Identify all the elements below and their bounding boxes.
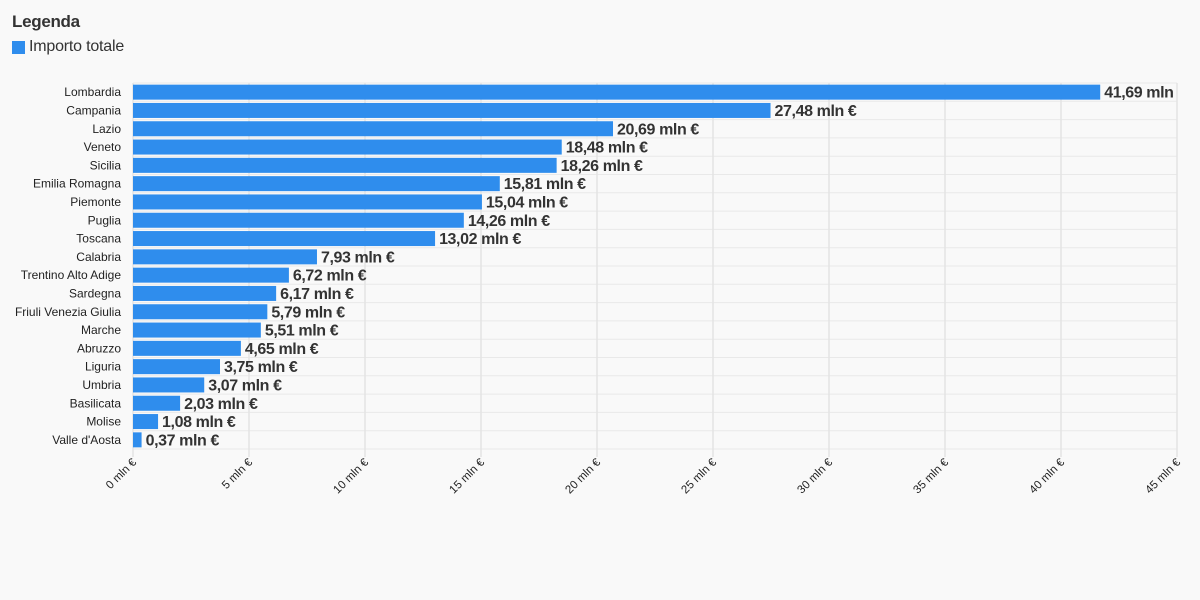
category-label: Toscana [76,232,121,246]
category-label: Abruzzo [77,341,121,355]
value-label: 15,81 mln € [504,176,586,193]
grid [132,82,1178,457]
category-label: Piemonte [70,195,121,209]
value-label: 3,07 mln € [208,377,282,394]
category-label: Calabria [76,250,121,264]
bar[interactable] [133,340,241,356]
x-tick-label: 25 mln € [679,456,719,496]
bar[interactable] [133,285,277,301]
bar[interactable] [133,157,557,173]
category-label: Friuli Venezia Giulia [15,305,121,319]
category-label: Veneto [84,140,122,154]
x-tick-label: 20 mln € [563,456,603,496]
value-label: 18,26 mln € [561,158,643,175]
category-label: Lombardia [64,85,121,99]
category-label: Molise [86,415,121,429]
bar[interactable] [133,194,482,210]
legend-swatch [12,40,25,54]
category-label: Lazio [92,122,121,136]
value-label: 3,75 mln € [224,359,298,376]
category-label: Sicilia [90,158,122,172]
legend: Legenda Importo totale [12,12,124,56]
x-tick-label: 30 mln € [795,456,835,496]
category-label: Sardegna [69,286,121,300]
value-label: 27,48 mln € [775,103,857,120]
value-label: 5,51 mln € [265,323,339,340]
bar[interactable] [133,139,562,155]
category-label: Umbria [82,378,121,392]
value-label: 13,02 mln € [439,231,521,248]
bar[interactable] [133,304,268,320]
x-tick-label: 5 mln € [220,456,256,492]
bar[interactable] [133,432,142,448]
bar[interactable] [133,395,181,411]
category-label: Trentino Alto Adige [21,268,122,282]
bar[interactable] [133,84,1101,100]
bars [133,84,1101,448]
category-label: Campania [66,103,121,117]
x-tick-label: 0 mln € [104,456,140,492]
bar[interactable] [133,102,771,118]
bar[interactable] [133,121,614,137]
x-tick-label: 45 mln € [1143,456,1183,496]
x-tick-label: 10 mln € [331,456,371,496]
category-label: Marche [81,323,121,337]
x-tick-label: 40 mln € [1027,456,1067,496]
value-label: 15,04 mln € [486,194,568,211]
x-tick-label: 35 mln € [911,456,951,496]
value-label: 2,03 mln € [184,396,258,413]
bar[interactable] [133,267,289,283]
value-label: 14,26 mln € [468,213,550,230]
value-label: 5,79 mln € [271,304,345,321]
bar[interactable] [133,176,500,192]
bar[interactable] [133,231,436,247]
category-label: Emilia Romagna [33,177,121,191]
legend-title: Legenda [12,12,80,31]
bar[interactable] [133,414,159,430]
value-label: 6,72 mln € [293,268,367,285]
legend-item[interactable]: Importo totale [12,38,124,56]
value-label: 6,17 mln € [280,286,354,303]
bar[interactable] [133,359,220,375]
bar[interactable] [133,377,205,393]
value-label: 41,69 mln [1104,85,1173,102]
category-label: Puglia [88,213,122,227]
bar[interactable] [133,322,261,338]
legend-label: Importo totale [29,38,125,55]
x-tick-label: 15 mln € [447,456,487,496]
category-label: Basilicata [70,396,122,410]
category-label: Liguria [85,360,121,374]
bar[interactable] [133,249,317,265]
value-label: 1,08 mln € [162,414,236,431]
value-label: 18,48 mln € [566,140,648,157]
value-label: 0,37 mln € [146,432,220,449]
bar[interactable] [133,212,464,228]
value-label: 20,69 mln € [617,121,699,138]
value-label: 4,65 mln € [245,341,319,358]
value-label: 7,93 mln € [321,249,395,266]
category-label: Valle d'Aosta [52,433,121,447]
